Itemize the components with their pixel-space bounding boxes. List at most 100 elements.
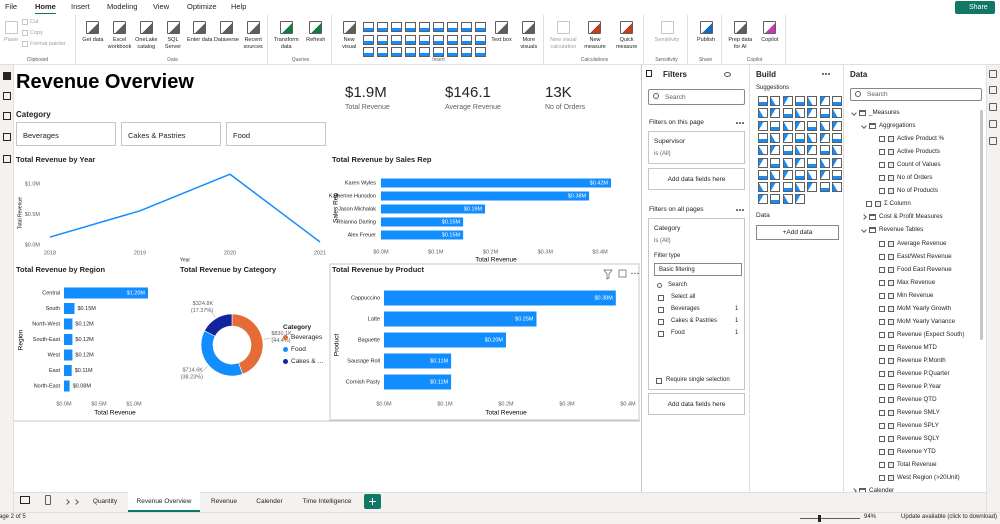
visual-type-icon[interactable] bbox=[758, 194, 768, 205]
field-label[interactable]: Revenue QTD bbox=[897, 396, 937, 404]
field-label[interactable]: Revenue SQLY bbox=[897, 435, 940, 443]
ribbon-button[interactable]: Refresh bbox=[302, 18, 331, 50]
checkbox[interactable] bbox=[879, 305, 885, 312]
gallery-icon[interactable] bbox=[363, 34, 375, 45]
desktop-view-icon[interactable] bbox=[20, 496, 30, 504]
checkbox[interactable] bbox=[879, 136, 885, 143]
ribbon-small-button[interactable]: Cut bbox=[22, 19, 39, 25]
visual-type-icon[interactable] bbox=[819, 169, 830, 180]
ribbon-button[interactable]: Copilot bbox=[756, 18, 785, 50]
visual-type-icon[interactable] bbox=[819, 145, 830, 156]
table-label[interactable]: Aggregations bbox=[879, 122, 916, 130]
mobile-view-icon[interactable] bbox=[45, 495, 51, 505]
table-label[interactable]: Cost & Profit Measures bbox=[879, 213, 943, 221]
menu-tab[interactable]: Insert bbox=[71, 2, 90, 11]
ribbon-button[interactable]: Quick measure bbox=[612, 18, 642, 50]
field-label[interactable]: Revenue YTD bbox=[897, 448, 936, 456]
field-label[interactable]: Revenue MTD bbox=[897, 343, 937, 351]
visual-type-icon[interactable] bbox=[831, 169, 842, 180]
checkbox[interactable] bbox=[879, 449, 885, 456]
field-label[interactable]: No of Products bbox=[897, 187, 938, 195]
gallery-icon[interactable] bbox=[447, 47, 459, 58]
gallery-icon[interactable] bbox=[433, 34, 445, 45]
gallery-icon[interactable] bbox=[377, 34, 389, 45]
visual-type-icon[interactable] bbox=[770, 182, 781, 193]
field-label[interactable]: Max Revenue bbox=[897, 278, 936, 286]
gallery-icon[interactable] bbox=[405, 22, 417, 32]
checkbox[interactable] bbox=[658, 295, 664, 301]
rail-icon[interactable] bbox=[989, 137, 997, 145]
visual-type-icon[interactable] bbox=[770, 157, 781, 168]
checkbox[interactable] bbox=[879, 344, 885, 351]
visual-type-icon[interactable] bbox=[831, 145, 842, 156]
visual-type-icon[interactable] bbox=[794, 145, 805, 156]
menu-tab[interactable]: File bbox=[5, 2, 18, 11]
rail-icon[interactable] bbox=[989, 103, 997, 111]
gallery-icon[interactable] bbox=[363, 47, 375, 58]
visual-gallery[interactable] bbox=[363, 18, 487, 58]
field-label[interactable]: Active Products bbox=[897, 148, 940, 156]
visual-type-icon[interactable] bbox=[819, 157, 830, 168]
visual-type-icon[interactable] bbox=[770, 120, 781, 131]
table-label[interactable]: _Measures bbox=[869, 109, 900, 116]
field-label[interactable]: East/West Revenue bbox=[897, 252, 952, 260]
checkbox[interactable] bbox=[879, 384, 885, 391]
gallery-icon[interactable] bbox=[433, 22, 445, 32]
visual-type-icon[interactable] bbox=[819, 96, 830, 106]
visual-type-icon[interactable] bbox=[819, 108, 830, 119]
field-label[interactable]: Min Revenue bbox=[897, 291, 934, 299]
visual-type-icon[interactable] bbox=[807, 96, 818, 106]
visual-type-icon[interactable] bbox=[794, 157, 805, 168]
search-box[interactable]: Search bbox=[850, 88, 982, 101]
visual-type-icon[interactable] bbox=[807, 157, 818, 168]
add-data-button[interactable]: +Add data bbox=[756, 225, 839, 240]
gallery-icon[interactable] bbox=[475, 34, 487, 45]
slicer-item[interactable]: Beverages bbox=[16, 122, 116, 146]
ribbon-button[interactable]: SQL Server bbox=[160, 18, 186, 50]
visual-type-icon[interactable] bbox=[770, 96, 781, 106]
gallery-icon[interactable] bbox=[419, 34, 431, 45]
visual-type-icon[interactable] bbox=[794, 182, 805, 193]
checkbox[interactable] bbox=[879, 423, 885, 430]
visual-type-icon[interactable] bbox=[758, 157, 768, 168]
field-label[interactable]: No of Orders bbox=[897, 174, 933, 182]
visual-type-icon[interactable] bbox=[770, 194, 781, 205]
gallery-icon[interactable] bbox=[377, 22, 389, 32]
visual-type-icon[interactable] bbox=[782, 96, 793, 106]
gallery-icon[interactable] bbox=[447, 22, 459, 32]
ribbon-small-button[interactable]: Format painter bbox=[22, 41, 66, 47]
checkbox[interactable] bbox=[879, 318, 885, 325]
checkbox[interactable] bbox=[879, 462, 885, 469]
checkbox[interactable] bbox=[656, 378, 662, 384]
field-label[interactable]: West Region (>20Unit) bbox=[897, 474, 960, 482]
visual-type-icon[interactable] bbox=[831, 108, 842, 119]
visual-type-icon[interactable] bbox=[794, 108, 805, 119]
gallery-icon[interactable] bbox=[475, 22, 487, 32]
visual-type-icon[interactable] bbox=[794, 194, 805, 205]
filter-card[interactable]: Supervisor is (All) bbox=[648, 131, 745, 164]
field-label[interactable]: Σ Column bbox=[884, 200, 911, 208]
gallery-icon[interactable] bbox=[391, 22, 403, 32]
slicer-item[interactable]: Food bbox=[226, 122, 326, 146]
visual-type-icon[interactable] bbox=[782, 182, 793, 193]
ribbon-small-button[interactable]: Copy bbox=[22, 30, 43, 36]
gallery-icon[interactable] bbox=[391, 34, 403, 45]
visual-type-icon[interactable] bbox=[758, 108, 768, 119]
checkbox[interactable] bbox=[658, 319, 664, 325]
checkbox[interactable] bbox=[879, 175, 885, 182]
checkbox[interactable] bbox=[879, 149, 885, 156]
eye-icon[interactable] bbox=[724, 72, 731, 77]
ribbon-button[interactable]: Transform data bbox=[272, 18, 301, 50]
rail-icon[interactable] bbox=[989, 120, 997, 128]
menu-tab[interactable]: Help bbox=[231, 2, 247, 11]
field-label[interactable]: MoM Yearly Growth bbox=[897, 304, 951, 312]
zoom-level[interactable]: 94% bbox=[864, 514, 877, 520]
visual-type-icon[interactable] bbox=[831, 157, 842, 168]
visual-type-icon[interactable] bbox=[758, 145, 768, 156]
visual-type-icon[interactable] bbox=[831, 182, 842, 193]
ribbon-button[interactable]: Excel workbook bbox=[107, 18, 133, 50]
search-box[interactable]: Search bbox=[648, 89, 745, 105]
visual-type-icon[interactable] bbox=[782, 108, 793, 119]
checkbox[interactable] bbox=[879, 475, 885, 482]
checkbox[interactable] bbox=[879, 266, 885, 273]
